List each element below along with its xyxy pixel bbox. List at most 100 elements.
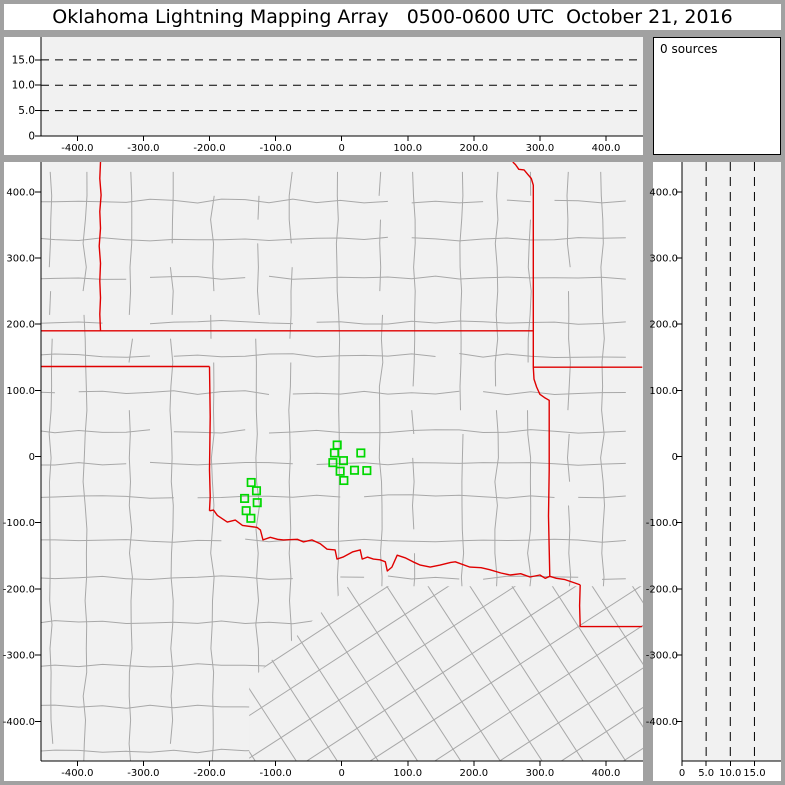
- county-line: [411, 457, 415, 530]
- county-line: [249, 586, 624, 761]
- y-tick-label: 100.0: [6, 386, 35, 397]
- county-line: [171, 171, 174, 244]
- county-line: [249, 586, 643, 761]
- county-line: [128, 338, 133, 363]
- county-line: [48, 171, 53, 268]
- y-tick-label: 0: [29, 452, 35, 463]
- county-line: [268, 429, 626, 434]
- county-line: [41, 277, 127, 280]
- x-tick-label: -100.0: [259, 768, 291, 779]
- county-line: [249, 586, 643, 761]
- station-marker: [362, 466, 372, 476]
- rotated-county-grid: [249, 586, 643, 761]
- county-line: [149, 461, 293, 466]
- county-line: [48, 338, 54, 744]
- county-line: [601, 578, 626, 580]
- y-tick-label: -300.0: [3, 651, 35, 662]
- station-marker: [328, 458, 338, 468]
- state-borders-layer: [41, 162, 643, 628]
- station-marker: [246, 477, 256, 488]
- y-tick-label: -300.0: [646, 651, 678, 662]
- x-tick-label: 0: [679, 768, 685, 779]
- county-line: [249, 586, 643, 761]
- county-line: [379, 219, 382, 292]
- county-line: [378, 171, 382, 196]
- stations-layer: [240, 440, 372, 523]
- x-tick-label: -400.0: [61, 768, 93, 779]
- county-line: [300, 586, 643, 761]
- y-tick-label: -100.0: [646, 518, 678, 529]
- county-line: [197, 494, 341, 499]
- county-line: [483, 391, 626, 396]
- county-line: [149, 276, 246, 280]
- county-line: [364, 494, 555, 499]
- county-line: [257, 195, 260, 220]
- station-marker: [251, 486, 262, 496]
- station-marker: [252, 498, 262, 508]
- y-tick-label: 15.0: [12, 54, 35, 66]
- county-line: [128, 171, 133, 315]
- x-tick-label: 300.0: [526, 768, 555, 779]
- county-line: [82, 171, 88, 292]
- county-line: [249, 586, 643, 761]
- x-tick-label: 400.0: [592, 143, 621, 154]
- county-line: [578, 495, 626, 499]
- window-title: Oklahoma Lightning Mapping Array 0500-06…: [52, 6, 733, 28]
- county-line: [249, 586, 643, 761]
- county-line: [149, 319, 293, 325]
- county-line: [566, 433, 571, 482]
- county-line: [210, 362, 215, 761]
- x-tick-label: 200.0: [460, 768, 489, 779]
- county-line: [506, 199, 531, 203]
- county-line: [41, 391, 55, 394]
- county-line: [566, 505, 572, 601]
- county-line: [41, 539, 222, 543]
- county-line: [78, 390, 270, 395]
- x-tick-label: 300.0: [526, 143, 555, 154]
- x-tick-label: 15.0: [743, 768, 765, 779]
- county-line: [494, 410, 499, 601]
- x-tick-label: -300.0: [127, 768, 159, 779]
- county-line: [335, 171, 341, 673]
- y-tick-label: -400.0: [646, 717, 678, 728]
- y-tick-label: -200.0: [646, 584, 678, 595]
- county-line: [256, 243, 260, 315]
- county-line: [41, 575, 293, 581]
- county-line: [41, 495, 174, 499]
- county-line: [459, 353, 626, 359]
- county-line: [494, 171, 499, 387]
- alt-vs-ns-plot: 0 5.0 10.0 15.0 400.0 300.0 200.0 100.0 0 -100.0 -…: [646, 162, 781, 779]
- county-line: [387, 575, 460, 580]
- y-tick-label: 0: [28, 131, 35, 143]
- y-tick-label: 300.0: [6, 253, 35, 264]
- plot-area: [41, 37, 643, 136]
- county-line: [527, 219, 532, 363]
- county-line: [41, 198, 388, 204]
- y-tick-label: 400.0: [649, 187, 678, 198]
- state-border-line: [208, 366, 211, 511]
- station-marker: [356, 448, 366, 458]
- county-line: [249, 586, 596, 761]
- y-tick-label: 200.0: [6, 320, 35, 331]
- county-line: [292, 390, 460, 395]
- county-line: [288, 171, 293, 244]
- state-border-line: [209, 509, 581, 586]
- y-tick-label: 200.0: [649, 320, 678, 331]
- x-tick-label: -300.0: [127, 143, 159, 154]
- station-marker: [240, 493, 250, 503]
- sources-box: 0 sources: [653, 37, 781, 155]
- x-tick-label: -100.0: [259, 143, 291, 154]
- county-line: [173, 353, 436, 358]
- county-line: [49, 291, 52, 315]
- alt-vs-ns-panel: 0 5.0 10.0 15.0 400.0 300.0 200.0 100.0 0 -100.0 -…: [646, 162, 781, 781]
- alt-vs-ew-plot: -400.0 -300.0 -200.0 -100.0 0 100.0 200.0 300.0…: [12, 37, 643, 154]
- sources-count-label: 0 sources: [660, 42, 718, 56]
- station-marker: [349, 465, 360, 475]
- y-tick-label: 10.0: [12, 80, 35, 92]
- y-tick-label: 400.0: [6, 187, 35, 198]
- x-tick-label: 5.0: [698, 768, 714, 779]
- title-bar: Oklahoma Lightning Mapping Array 0500-06…: [4, 4, 781, 30]
- y-tick-label: 0: [672, 452, 678, 463]
- county-line: [249, 586, 567, 761]
